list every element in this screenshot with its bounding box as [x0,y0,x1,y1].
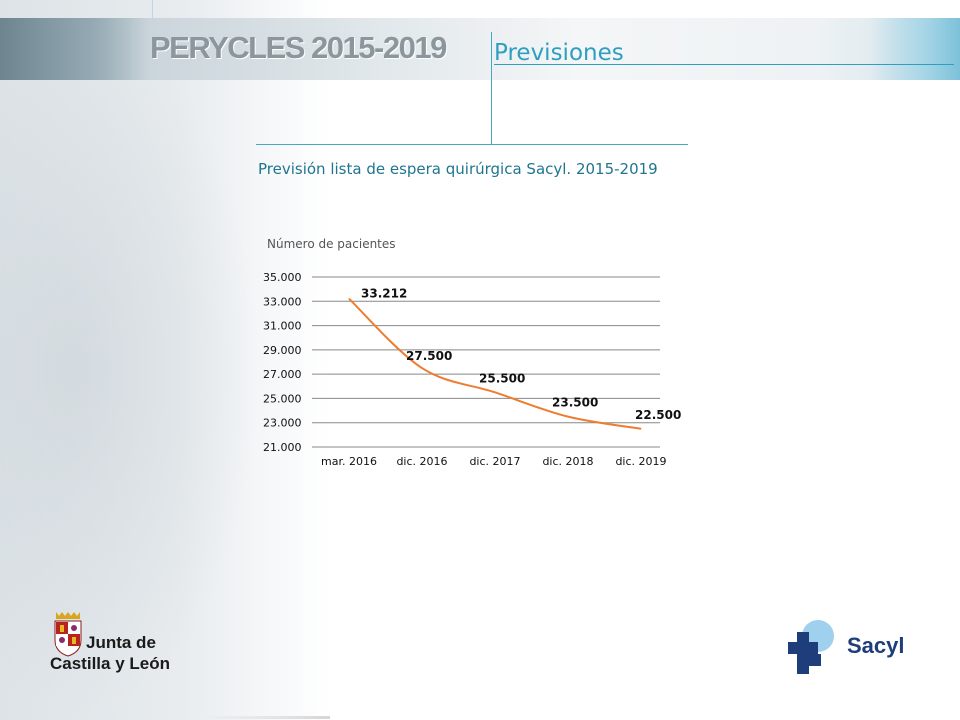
background-portrait-shade [0,80,260,720]
data-label: 22.500 [635,408,681,422]
brand-title: PERYCLES 2015-2019 [150,30,447,65]
sacyl-label: Sacyl [847,633,905,658]
section-title: Previsiones [494,40,624,66]
x-tick-label: dic. 2019 [615,455,666,468]
data-point [494,391,496,393]
section-title-underline [494,64,954,65]
y-tick-label: 21.000 [263,441,302,454]
chart-grid [312,276,660,448]
data-label: 27.500 [406,349,452,363]
data-label: 33.212 [361,287,407,301]
x-tick-label: dic. 2016 [396,455,447,468]
y-tick-label: 25.000 [263,392,302,405]
data-point [567,416,569,418]
data-point [348,298,350,300]
y-axis-ticks: 35.000 33.000 31.000 29.000 27.000 25.000 23.0… [263,271,302,454]
y-tick-label: 29.000 [263,344,302,357]
data-point [421,367,423,369]
y-tick-label: 31.000 [263,320,302,333]
line-chart: Número de pacientes 35.000 33.000 31.000 29… [263,237,681,468]
castilla-leon-shield-icon [54,612,82,657]
header-band [0,18,960,80]
y-axis-label: Número de pacientes [267,237,396,251]
junta-label-line1: Junta de [86,633,156,652]
horizontal-separator [256,144,688,145]
header-accent [870,18,960,80]
chart-subtitle: Previsión lista de espera quirúrgica Sac… [258,160,658,178]
header-portrait [0,18,150,80]
x-tick-label: mar. 2016 [321,455,377,468]
x-tick-label: dic. 2018 [542,455,593,468]
header-divider [152,0,153,80]
y-tick-label: 35.000 [263,271,302,284]
x-axis-ticks: mar. 2016 dic. 2016 dic. 2017 dic. 2018 dic.… [321,455,667,468]
y-tick-label: 33.000 [263,295,302,308]
y-tick-label: 27.000 [263,368,302,381]
y-tick-label: 23.000 [263,417,302,430]
junta-label-line2: Castilla y León [50,654,170,673]
data-labels: 33.212 27.500 25.500 23.500 22.500 [361,287,681,422]
vertical-separator [491,32,492,144]
data-label: 23.500 [552,396,598,410]
chart-series [348,297,642,430]
data-point [640,428,642,430]
data-label: 25.500 [479,371,525,385]
bottom-decor-line [200,716,330,719]
sacyl-logo-icon [788,620,834,674]
x-tick-label: dic. 2017 [469,455,520,468]
